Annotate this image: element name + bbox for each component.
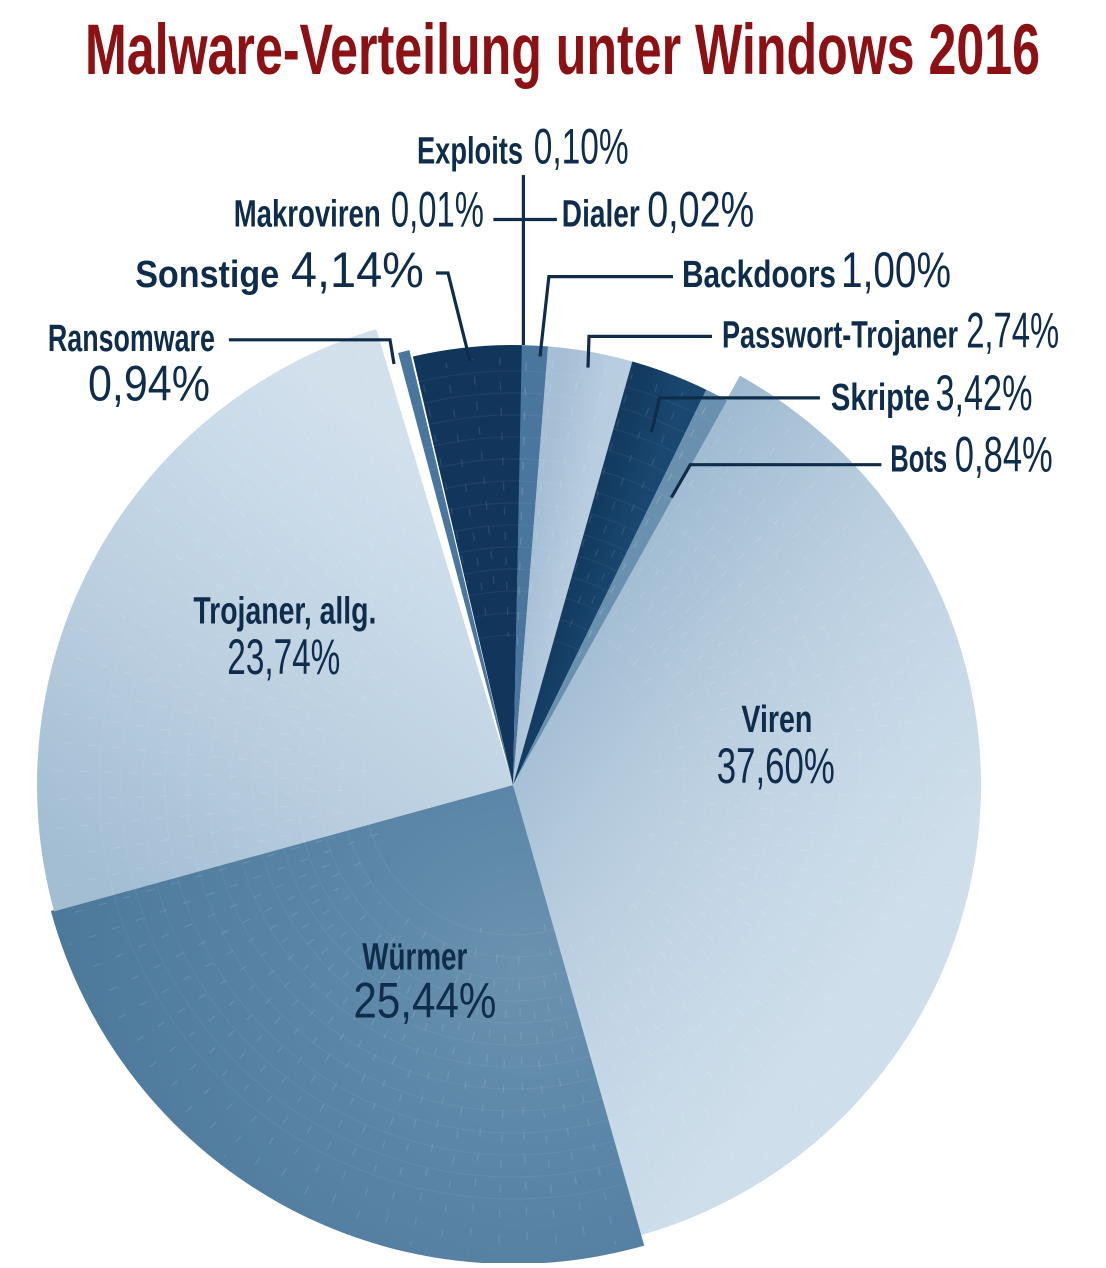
svg-text:Exploits: Exploits [417, 131, 523, 173]
svg-text:0,94%: 0,94% [88, 356, 210, 412]
svg-text:0,10%: 0,10% [534, 119, 629, 175]
svg-text:Trojaner, allg.: Trojaner, allg. [193, 591, 376, 633]
svg-text:Backdoors: Backdoors [682, 254, 836, 296]
svg-text:Makroviren: Makroviren [234, 193, 381, 235]
svg-text:0,01%: 0,01% [391, 181, 484, 237]
svg-text:Sonstige: Sonstige [135, 254, 279, 296]
svg-text:25,44%: 25,44% [353, 973, 496, 1029]
svg-text:Würmer: Würmer [362, 937, 467, 979]
svg-text:Skripte: Skripte [831, 377, 930, 419]
svg-text:23,74%: 23,74% [227, 629, 340, 685]
svg-text:0,02%: 0,02% [647, 181, 754, 237]
svg-text:0,84%: 0,84% [955, 427, 1053, 483]
svg-text:Ransomware: Ransomware [48, 318, 215, 360]
svg-text:Bots: Bots [890, 439, 947, 481]
svg-text:Malware-Verteilung unter Windo: Malware-Verteilung unter Windows 2016 [85, 11, 1040, 90]
svg-text:Viren: Viren [741, 699, 812, 741]
svg-text:1,00%: 1,00% [841, 242, 951, 298]
svg-text:37,60%: 37,60% [717, 738, 835, 794]
svg-text:Dialer: Dialer [562, 193, 640, 235]
svg-text:2,74%: 2,74% [966, 302, 1059, 358]
svg-text:Passwort-Trojaner: Passwort-Trojaner [722, 314, 958, 356]
svg-text:3,42%: 3,42% [936, 365, 1033, 421]
svg-text:4,14%: 4,14% [291, 242, 424, 298]
